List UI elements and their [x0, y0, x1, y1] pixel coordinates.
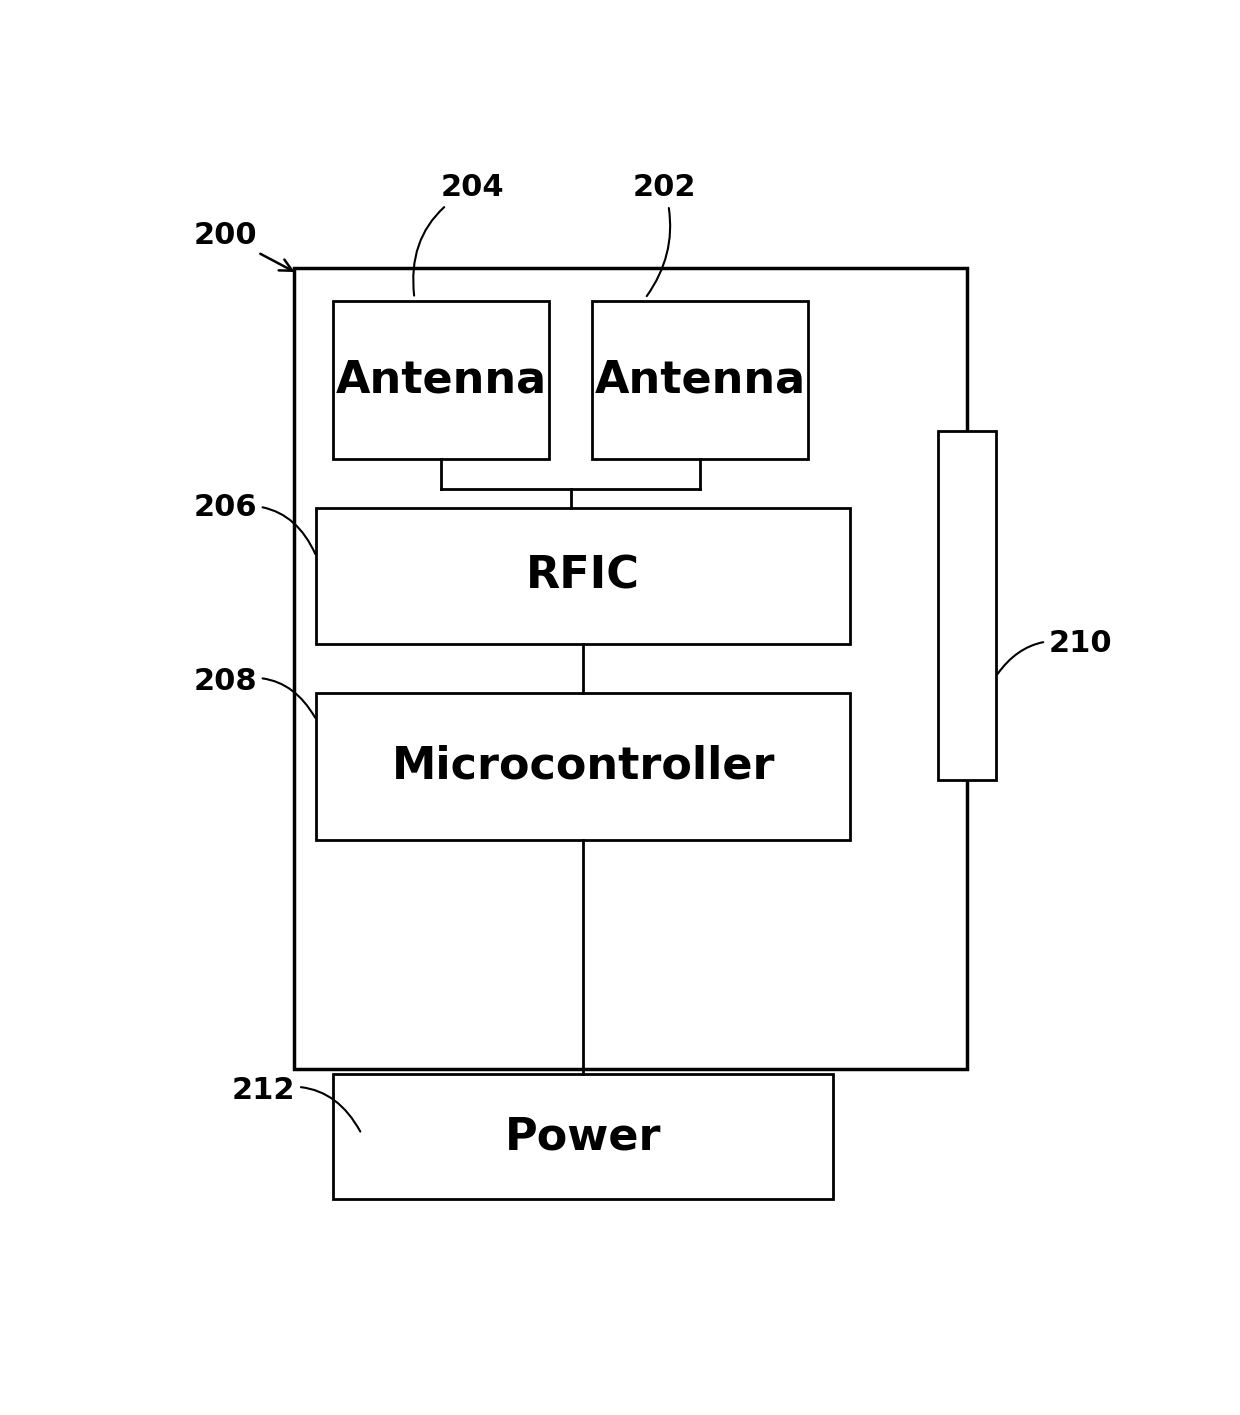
Text: Antenna: Antenna [335, 358, 547, 400]
Text: 204: 204 [413, 174, 503, 296]
Text: 212: 212 [232, 1075, 361, 1132]
Text: Antenna: Antenna [595, 358, 806, 400]
Bar [316, 693, 849, 841]
Text: 202: 202 [632, 174, 696, 296]
Text: 210: 210 [997, 630, 1112, 674]
Bar [316, 508, 849, 644]
Text: 200: 200 [193, 221, 293, 270]
Text: 208: 208 [193, 668, 315, 717]
Bar [939, 432, 996, 780]
Text: Microcontroller: Microcontroller [392, 744, 775, 788]
Bar [294, 267, 967, 1068]
Bar [332, 300, 549, 458]
Bar [332, 1074, 832, 1200]
Text: RFIC: RFIC [526, 555, 640, 597]
Text: Power: Power [505, 1115, 661, 1159]
Bar [593, 300, 808, 458]
Text: 206: 206 [193, 492, 315, 555]
